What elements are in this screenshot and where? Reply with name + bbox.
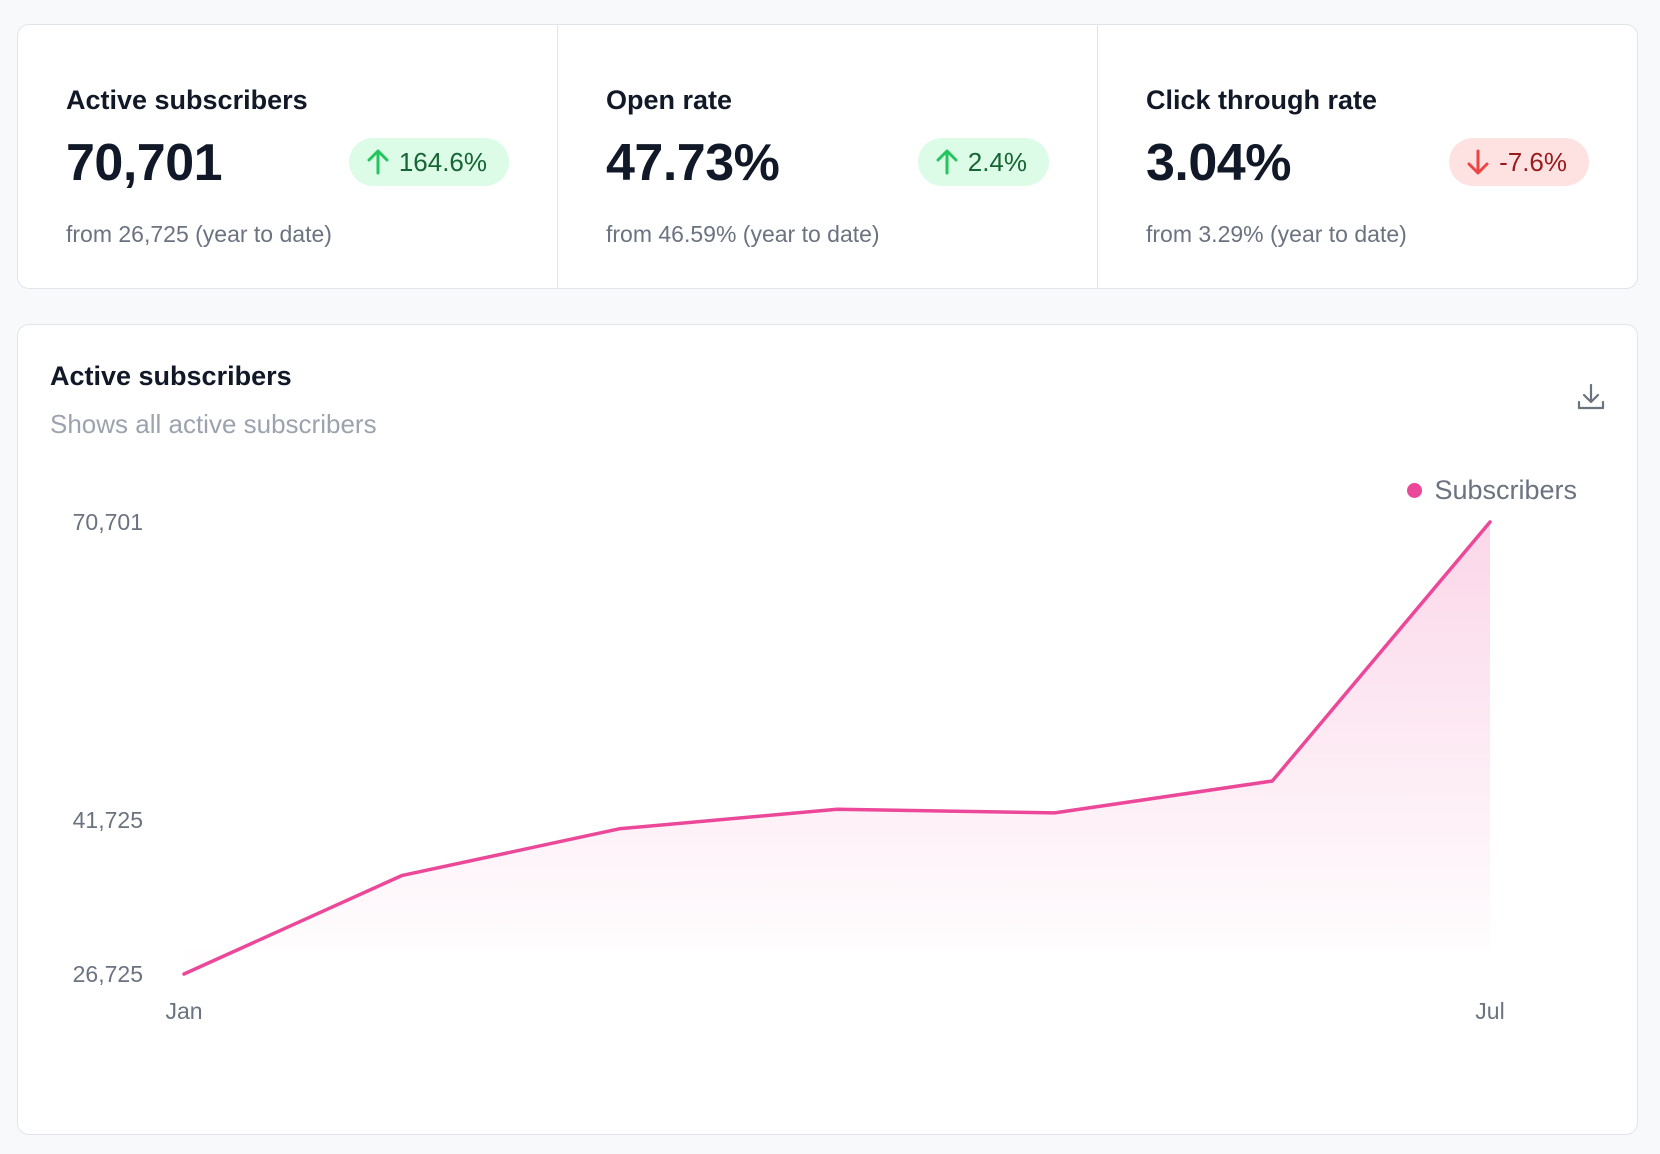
y-tick-label: 26,725	[73, 961, 143, 987]
chart-legend[interactable]: Subscribers	[1407, 475, 1577, 506]
area-chart: 26,725 41,725 70,701 Jan Jul	[73, 509, 1505, 1024]
stat-value: 70,701	[66, 134, 223, 192]
chart-subtitle: Shows all active subscribers	[50, 409, 377, 439]
stat-title: Active subscribers	[66, 85, 308, 115]
arrow-up-icon	[936, 149, 958, 175]
stat-open-rate: Open rate 47.73% 2.4% from 46.59% (year …	[558, 25, 1098, 288]
stat-comparison: from 3.29% (year to date)	[1146, 221, 1407, 247]
stat-title: Click through rate	[1146, 85, 1378, 115]
x-tick-label: Jan	[165, 998, 202, 1024]
change-value: 164.6%	[398, 146, 487, 177]
stat-value: 3.04%	[1146, 134, 1291, 192]
download-icon	[1577, 383, 1605, 410]
y-tick-label: 41,725	[73, 807, 143, 833]
arrow-down-icon	[1467, 149, 1489, 175]
change-badge: 2.4%	[917, 138, 1049, 186]
x-tick-label: Jul	[1475, 998, 1504, 1024]
change-badge: -7.6%	[1449, 138, 1589, 186]
series-area	[184, 522, 1490, 974]
stat-title: Open rate	[606, 85, 733, 115]
stat-comparison: from 26,725 (year to date)	[66, 221, 332, 247]
stat-value: 47.73%	[606, 134, 780, 192]
change-badge: 164.6%	[348, 138, 509, 186]
x-axis: Jan Jul	[165, 998, 1504, 1024]
series-line	[182, 520, 1492, 976]
chart-title: Active subscribers	[50, 361, 292, 391]
y-axis: 26,725 41,725 70,701	[73, 509, 143, 987]
change-value: 2.4%	[967, 146, 1027, 177]
legend-label: Subscribers	[1434, 475, 1577, 505]
stat-click-through-rate: Click through rate 3.04% -7.6% from 3.29…	[1098, 25, 1637, 288]
stat-active-subscribers: Active subscribers 70,701 164.6% from 26…	[18, 25, 558, 288]
y-tick-label: 70,701	[73, 509, 143, 535]
legend-dot	[1407, 483, 1423, 498]
change-value: -7.6%	[1499, 146, 1567, 177]
chart-card: Active subscribers Shows all active subs…	[17, 324, 1638, 1135]
stat-comparison: from 46.59% (year to date)	[606, 221, 880, 247]
arrow-up-icon	[367, 149, 389, 175]
download-button[interactable]	[1575, 381, 1607, 413]
stats-card: Active subscribers 70,701 164.6% from 26…	[17, 24, 1638, 289]
